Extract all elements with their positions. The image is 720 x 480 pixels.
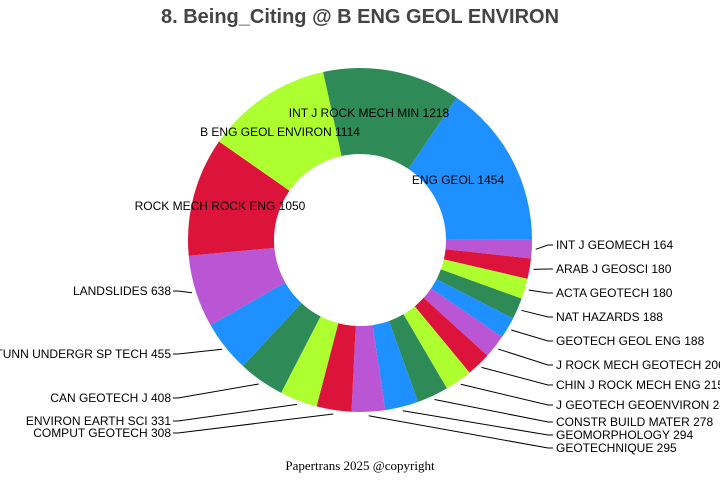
- leader-line: [535, 244, 553, 250]
- slice-b-eng-geol-environ: [219, 72, 342, 191]
- slice-label: ARAB J GEOSCI 180: [556, 262, 672, 276]
- slice-label: GEOMORPHOLOGY 294: [556, 428, 693, 442]
- leader-line: [434, 398, 553, 423]
- leader-line: [173, 383, 259, 399]
- slice-int-j-geomech: [445, 239, 532, 259]
- leader-line: [173, 413, 334, 434]
- slice-geomorphology: [372, 320, 419, 411]
- slice-label: J GEOTECH GEOENVIRON 240: [556, 398, 720, 412]
- slice-label: ENG GEOL 1454: [412, 173, 505, 187]
- chart-title: 8. Being_Citing @ B ENG GEOL ENVIRON: [160, 6, 560, 28]
- slice-label: J ROCK MECH GEOTECH 206: [556, 358, 720, 372]
- slice-label: LANDSLIDES 638: [73, 284, 171, 298]
- slice-tunn-undergr-sp-tech: [210, 282, 302, 366]
- leader-line: [528, 289, 553, 294]
- slice-label: CHIN J ROCK MECH ENG 215: [556, 378, 720, 392]
- slice-j-rock-mech-geotech: [423, 288, 503, 356]
- leader-line: [173, 290, 193, 294]
- slice-acta-geotech: [440, 259, 528, 299]
- slice-nat-hazards: [436, 269, 522, 319]
- slice-landslides: [188, 247, 286, 326]
- slice-label: GEOTECHNIQUE 295: [556, 441, 677, 455]
- slice-chin-j-rock-mech-eng: [414, 297, 488, 373]
- slice-rock-mech-rock-eng: [188, 141, 290, 256]
- leader-line: [460, 383, 553, 406]
- slice-label: GEOTECH GEOL ENG 188: [556, 334, 705, 348]
- slice-constr-build-mater: [389, 314, 447, 402]
- slice-label: ROCK MECH ROCK ENG 1050: [135, 199, 306, 213]
- leader-line: [368, 415, 553, 449]
- slice-label: NAT HAZARDS 188: [556, 310, 663, 324]
- leader-line: [497, 348, 553, 366]
- slice-eng-geol: [408, 97, 532, 240]
- leader-line: [521, 309, 553, 318]
- slice-arab-j-geosci: [443, 249, 532, 279]
- slice-label: ENVIRON EARTH SCI 331: [26, 414, 171, 428]
- leader-line: [173, 348, 223, 355]
- slice-label: TUNN UNDERGR SP TECH 455: [0, 347, 171, 361]
- copyright-footer: Papertrans 2025 @copyright: [285, 458, 435, 473]
- slice-j-geotech-geoenviron: [403, 306, 470, 389]
- slice-label: COMPUT GEOTECH 308: [33, 426, 171, 440]
- leader-line: [173, 403, 298, 422]
- slice-geotech-geol-eng: [431, 279, 514, 338]
- slice-label: CONSTR BUILD MATER 278: [556, 415, 713, 429]
- slice-environ-earth-sci: [281, 316, 339, 407]
- slice-label: ACTA GEOTECH 180: [556, 286, 673, 300]
- slice-int-j-rock-mech-min: [323, 67, 457, 169]
- leader-line: [402, 410, 553, 436]
- slice-label: CAN GEOTECH J 408: [50, 391, 171, 405]
- leader-line: [511, 329, 553, 342]
- slice-can-geotech-j: [242, 302, 321, 393]
- slice-geotechnique: [351, 325, 386, 412]
- slice-label: INT J GEOMECH 164: [556, 238, 673, 252]
- slice-label: INT J ROCK MECH MIN 1218: [289, 106, 450, 120]
- leader-line: [481, 366, 553, 386]
- slice-label: B ENG GEOL ENVIRON 1114: [200, 125, 360, 139]
- slice-comput-geotech: [316, 323, 356, 412]
